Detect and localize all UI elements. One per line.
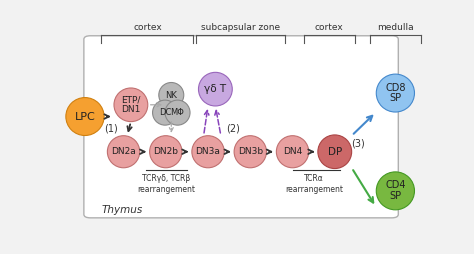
Text: (2): (2) <box>226 123 239 133</box>
Ellipse shape <box>234 136 266 168</box>
Text: cortex: cortex <box>315 23 344 32</box>
Ellipse shape <box>376 74 414 112</box>
Ellipse shape <box>276 136 309 168</box>
Text: CD4
SP: CD4 SP <box>385 180 406 201</box>
Text: DN2a: DN2a <box>111 147 136 156</box>
Text: (3): (3) <box>351 139 365 149</box>
Text: CD8
SP: CD8 SP <box>385 83 406 103</box>
Text: DN3b: DN3b <box>237 147 263 156</box>
Ellipse shape <box>153 100 178 125</box>
Text: medulla: medulla <box>377 23 414 32</box>
Text: DN4: DN4 <box>283 147 302 156</box>
Ellipse shape <box>150 136 182 168</box>
Text: DN3a: DN3a <box>196 147 220 156</box>
Text: NK: NK <box>165 90 177 100</box>
Text: DN2b: DN2b <box>153 147 178 156</box>
Text: cortex: cortex <box>133 23 162 32</box>
Ellipse shape <box>165 100 190 125</box>
Text: (1): (1) <box>105 123 118 133</box>
Ellipse shape <box>376 172 414 210</box>
Text: Thymus: Thymus <box>101 205 143 215</box>
Ellipse shape <box>114 88 148 122</box>
Text: TCRγδ, TCRβ
rearrangement: TCRγδ, TCRβ rearrangement <box>137 174 195 194</box>
Ellipse shape <box>159 83 184 107</box>
Text: γδ T: γδ T <box>204 84 227 94</box>
Ellipse shape <box>199 72 232 106</box>
Text: ETP/
DN1: ETP/ DN1 <box>121 96 141 114</box>
Text: TCRα
rearrangement: TCRα rearrangement <box>285 174 343 194</box>
Text: LPC: LPC <box>74 112 95 121</box>
Ellipse shape <box>318 135 352 169</box>
Text: DP: DP <box>328 147 342 157</box>
Ellipse shape <box>108 136 140 168</box>
Text: MΦ: MΦ <box>171 108 184 117</box>
FancyBboxPatch shape <box>84 36 398 218</box>
Text: DC: DC <box>159 108 171 117</box>
Text: subcapsular zone: subcapsular zone <box>201 23 280 32</box>
Ellipse shape <box>192 136 224 168</box>
Ellipse shape <box>66 98 104 135</box>
